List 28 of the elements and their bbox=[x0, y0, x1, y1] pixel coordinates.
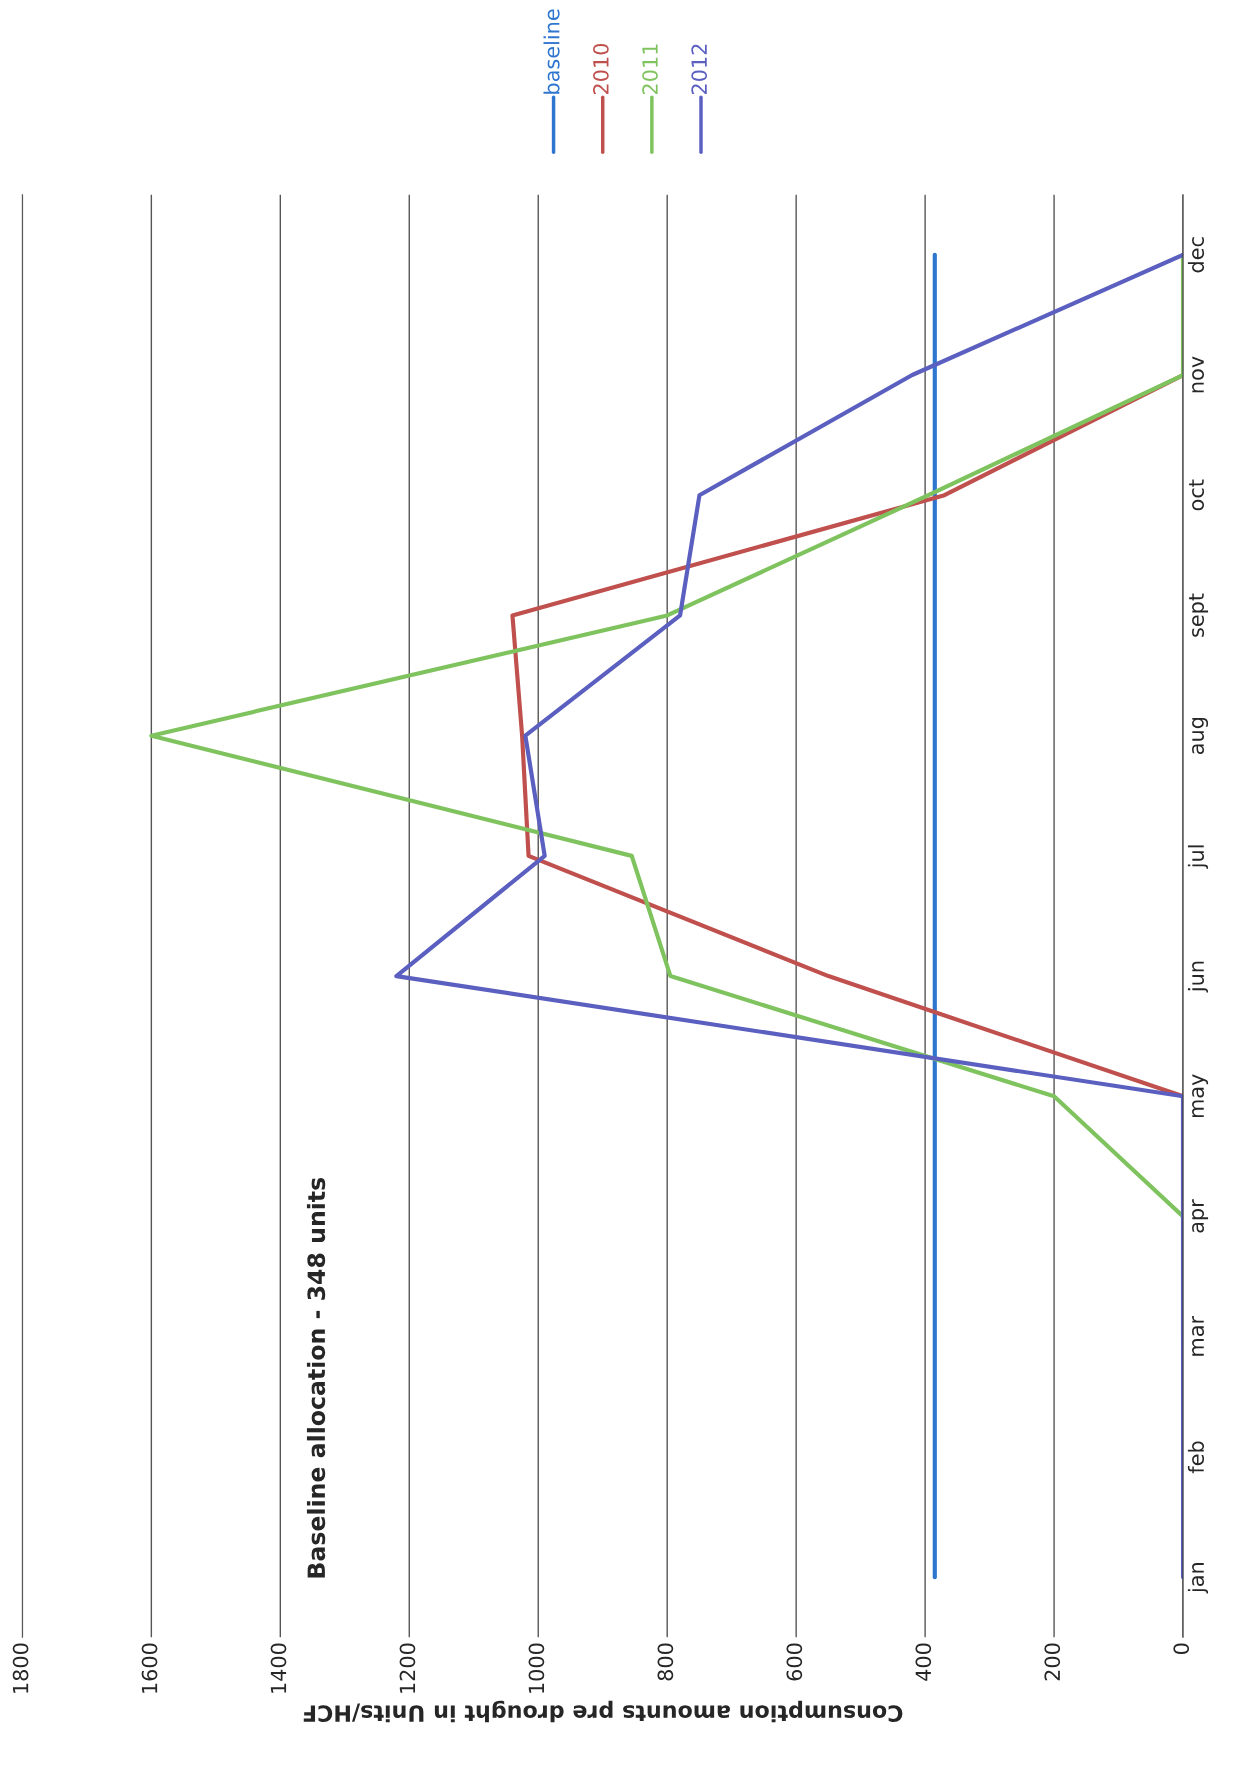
y-tick-label: feb bbox=[1187, 1441, 1205, 1474]
y-tick-label: sept bbox=[1189, 593, 1209, 637]
y-tick-label: jan bbox=[1187, 1563, 1209, 1594]
y-tick-label: apr bbox=[1192, 1199, 1209, 1233]
x-tick-label: 1600 bbox=[141, 1643, 158, 1693]
x-tick-label: 600 bbox=[786, 1643, 803, 1681]
x-tick-label: 0 bbox=[1173, 1643, 1190, 1654]
text: 2011 bbox=[642, 44, 658, 95]
x-tick-label: 400 bbox=[915, 1643, 932, 1681]
text: 2012 bbox=[691, 44, 708, 95]
y-tick-label: nov bbox=[1192, 356, 1205, 393]
y-tick-label: may bbox=[1192, 1074, 1209, 1118]
text: 2010 bbox=[593, 43, 609, 95]
x-tick-label: 1200 bbox=[399, 1643, 416, 1693]
x-tick-label: 1000 bbox=[528, 1643, 545, 1693]
y-tick-label: jun bbox=[1187, 961, 1209, 993]
y-tick-label: dec bbox=[1187, 237, 1205, 273]
y-tick-label: oct bbox=[1189, 479, 1205, 511]
y-tick-label: jul bbox=[1187, 845, 1209, 869]
x-tick-label: 1400 bbox=[270, 1643, 287, 1693]
y-tick-label: mar bbox=[1192, 1315, 1205, 1356]
x-tick-label: 200 bbox=[1044, 1643, 1061, 1681]
x-tick-label: 800 bbox=[657, 1643, 674, 1681]
annotation: Baseline allocation - 348 units bbox=[306, 1177, 326, 1578]
x-axis-title: Consumption amounts pre drought in Units/HCF bbox=[303, 1700, 903, 1723]
text: baseline bbox=[543, 9, 560, 94]
x-tick-label: 1800 bbox=[12, 1643, 29, 1693]
y-tick-label: aug bbox=[1192, 717, 1209, 754]
